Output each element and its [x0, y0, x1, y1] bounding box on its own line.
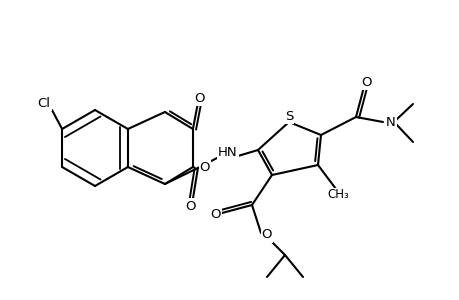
Text: O: O — [185, 200, 196, 212]
Text: CH₃: CH₃ — [326, 188, 348, 202]
Text: O: O — [199, 160, 210, 173]
Text: O: O — [194, 92, 205, 104]
Text: N: N — [385, 116, 395, 128]
Text: HN: HN — [218, 146, 237, 158]
Text: O: O — [361, 76, 371, 88]
Text: S: S — [284, 110, 292, 122]
Text: Cl: Cl — [38, 97, 50, 110]
Text: O: O — [261, 229, 272, 242]
Text: O: O — [210, 208, 221, 221]
